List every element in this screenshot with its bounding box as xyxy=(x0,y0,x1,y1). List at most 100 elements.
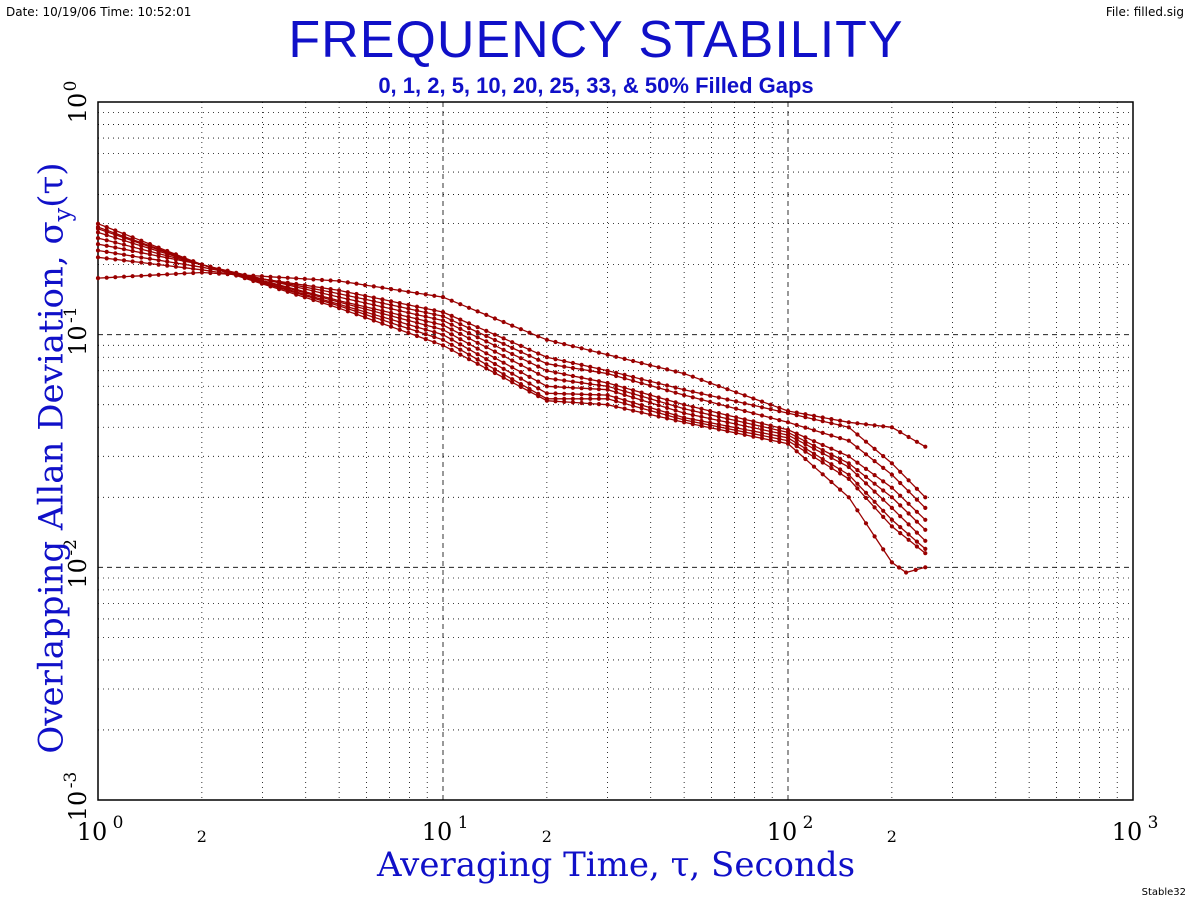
data-point xyxy=(872,423,877,428)
data-point xyxy=(820,460,825,465)
data-point xyxy=(518,370,524,375)
file-name-header: File: filled.sig xyxy=(1105,5,1184,19)
data-point xyxy=(389,324,394,329)
data-point xyxy=(380,311,385,316)
data-point xyxy=(734,430,739,436)
data-point xyxy=(449,342,454,347)
data-point xyxy=(656,395,661,400)
data-point xyxy=(475,330,480,335)
data-point xyxy=(432,316,437,321)
data-point xyxy=(914,539,920,544)
data-point xyxy=(614,354,619,359)
y-axis-label: Overlapping Allan Deviation, σy(τ) xyxy=(31,162,77,754)
data-point xyxy=(104,275,109,280)
data-point xyxy=(337,291,342,296)
data-point xyxy=(579,375,584,380)
data-point xyxy=(492,367,497,372)
data-point xyxy=(923,538,928,543)
data-point xyxy=(829,446,834,451)
data-point xyxy=(648,405,653,410)
data-point xyxy=(906,489,911,494)
data-point xyxy=(768,438,773,443)
data-point xyxy=(389,287,394,292)
data-point xyxy=(553,357,558,362)
data-point xyxy=(562,364,567,369)
data-point xyxy=(475,357,480,362)
data-point xyxy=(596,396,602,401)
data-point xyxy=(829,465,834,471)
data-point xyxy=(579,367,584,372)
data-point xyxy=(363,300,368,306)
data-point xyxy=(423,337,428,342)
data-point xyxy=(570,396,576,401)
data-point xyxy=(596,402,602,407)
data-point xyxy=(501,341,506,346)
data-point xyxy=(466,326,472,331)
data-point xyxy=(872,534,877,539)
data-point xyxy=(363,306,368,312)
data-point xyxy=(130,274,135,279)
data-point xyxy=(562,372,567,377)
data-point xyxy=(829,479,834,485)
data-point xyxy=(182,262,187,267)
data-point xyxy=(768,407,773,412)
data-point xyxy=(570,365,576,371)
data-point xyxy=(440,295,446,300)
data-point xyxy=(708,380,713,386)
data-point xyxy=(605,393,610,398)
data-point xyxy=(855,460,860,465)
data-point xyxy=(872,481,877,486)
data-point xyxy=(345,290,350,295)
data-point xyxy=(881,508,886,513)
data-point xyxy=(846,461,851,466)
data-point xyxy=(906,522,911,527)
data-point xyxy=(475,340,480,345)
data-point xyxy=(682,406,687,411)
x-tick-label: 2 xyxy=(197,827,207,846)
data-point xyxy=(302,276,307,281)
data-point xyxy=(904,570,909,575)
y-tick-exponent: -3 xyxy=(61,772,81,789)
data-point xyxy=(759,436,765,441)
data-point xyxy=(734,415,739,420)
data-point xyxy=(803,415,808,420)
data-point xyxy=(139,260,144,265)
data-point xyxy=(458,331,463,336)
data-point xyxy=(466,352,472,357)
data-point xyxy=(673,369,678,374)
data-point xyxy=(268,284,273,289)
data-point xyxy=(562,391,567,396)
data-point xyxy=(104,228,109,233)
data-point xyxy=(690,389,695,394)
data-point xyxy=(414,291,420,296)
data-point xyxy=(277,287,282,292)
data-point xyxy=(458,352,463,357)
data-point xyxy=(354,298,359,304)
data-point xyxy=(639,406,644,411)
data-point xyxy=(829,433,834,438)
data-point xyxy=(527,353,532,358)
data-point xyxy=(673,390,678,395)
data-point xyxy=(397,316,402,321)
data-point xyxy=(319,291,325,296)
data-point xyxy=(906,537,911,542)
data-point xyxy=(466,336,472,341)
data-point xyxy=(363,297,368,302)
data-point xyxy=(475,335,480,340)
x-tick-exponent: 1 xyxy=(458,813,469,833)
data-point xyxy=(631,395,636,400)
data-point xyxy=(397,304,402,309)
data-point xyxy=(699,414,704,419)
data-point xyxy=(829,452,834,457)
data-point xyxy=(742,423,747,429)
data-point xyxy=(397,288,402,293)
data-point xyxy=(130,254,135,259)
data-point xyxy=(768,429,773,434)
data-point xyxy=(881,479,886,484)
data-point xyxy=(440,318,446,323)
data-point xyxy=(527,374,532,379)
data-point xyxy=(121,258,127,263)
data-point xyxy=(423,310,428,315)
data-point xyxy=(829,421,834,426)
data-point xyxy=(914,530,920,535)
